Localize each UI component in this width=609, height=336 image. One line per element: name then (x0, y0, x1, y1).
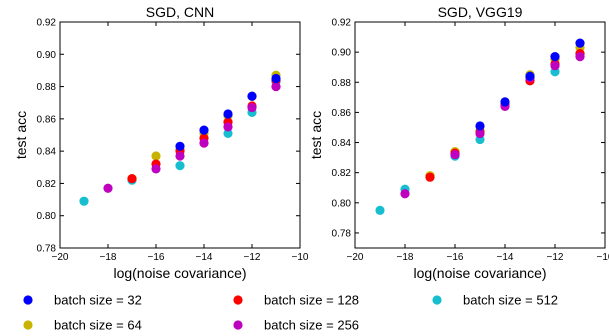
legend-label: batch size = 128 (264, 293, 359, 308)
legend-entry: batch size = 64 (23, 318, 142, 333)
data-point (500, 97, 510, 107)
legend-label: batch size = 64 (54, 318, 142, 333)
legend-entry: batch size = 256 (233, 318, 359, 333)
y-tick-label: 0.92 (37, 18, 57, 29)
data-point (79, 196, 89, 206)
x-tick-label: −10 (292, 252, 309, 263)
chart-title: SGD, CNN (146, 4, 214, 20)
x-tick-label: −12 (244, 252, 261, 263)
y-tick-label: 0.90 (37, 50, 57, 61)
x-axis-label: log(noise covariance) (413, 265, 546, 281)
data-point (247, 102, 257, 113)
y-tick-label: 0.88 (332, 78, 352, 89)
data-point (525, 71, 535, 81)
y-tick-label: 0.82 (332, 168, 352, 179)
data-point (271, 73, 281, 84)
data-point (223, 109, 233, 119)
x-tick-label: −20 (347, 252, 364, 263)
data-point (223, 122, 233, 132)
x-tick-label: −12 (547, 252, 564, 263)
x-tick-label: −10 (597, 252, 609, 263)
legend-label: batch size = 32 (54, 293, 142, 308)
x-tick-label: −20 (52, 252, 69, 263)
legend-marker (233, 295, 243, 305)
legend-marker (432, 295, 442, 305)
y-tick-label: 0.78 (37, 244, 57, 255)
series-batch-size-128 (425, 49, 585, 182)
data-point (175, 161, 185, 171)
legend-marker (23, 320, 33, 330)
legend-label: batch size = 512 (463, 293, 558, 308)
y-tick-label: 0.86 (332, 108, 352, 119)
chart-panel-2: SGD, VGG19 −20 −18 −16 −14 −12 −10 0.78 0.80 0.82… (308, 4, 609, 281)
series-batch-size-64 (425, 43, 585, 181)
y-axis-label: test acc (308, 111, 324, 159)
x-tick-label: −18 (100, 252, 117, 263)
x-tick-label: −18 (397, 252, 414, 263)
y-axis-label: test acc (13, 111, 29, 159)
y-tick-label: 0.84 (332, 138, 352, 149)
plot-frame (354, 21, 606, 249)
legend-marker (233, 320, 243, 330)
y-tick-label: 0.80 (332, 198, 352, 209)
charts: SGD, CNN −20 −18 −16 −14 −12 −10 0.78 0.80 0.82 0.… (13, 4, 609, 281)
data-point (575, 38, 585, 48)
data-point (271, 81, 281, 92)
legend-marker (23, 295, 33, 305)
x-tick-label: −16 (447, 252, 464, 263)
data-point (175, 151, 185, 161)
legend-entry: batch size = 32 (23, 293, 142, 308)
y-tick-label: 0.80 (37, 211, 57, 222)
data-point (223, 128, 233, 138)
chart-panel-1: SGD, CNN −20 −18 −16 −14 −12 −10 0.78 0.80 0.82 0.… (13, 4, 309, 281)
data-point (127, 173, 137, 184)
data-point (151, 151, 161, 161)
data-point (425, 172, 435, 182)
data-point (151, 164, 161, 174)
data-point (475, 128, 485, 139)
y-tick-label: 0.90 (332, 48, 352, 59)
data-point (400, 189, 410, 199)
legend-label: batch size = 256 (264, 318, 359, 333)
x-tick-label: −14 (196, 252, 213, 263)
chart-title: SGD, VGG19 (438, 4, 523, 20)
y-tick-label: 0.88 (37, 82, 57, 93)
legend: batch size = 32 batch size = 128 batch siz… (23, 293, 558, 333)
data-point (103, 183, 113, 193)
data-point (550, 52, 560, 62)
y-tick-label: 0.82 (37, 179, 57, 190)
series-batch-size-256 (103, 81, 281, 193)
data-point (247, 91, 257, 101)
series-batch-size-32 (175, 73, 281, 151)
series-batch-size-32 (475, 38, 585, 131)
data-point (199, 138, 209, 148)
legend-entry: batch size = 128 (233, 293, 359, 308)
y-tick-label: 0.84 (37, 147, 57, 158)
x-axis-label: log(noise covariance) (113, 265, 246, 281)
plot-frame (59, 21, 301, 249)
y-tick-label: 0.92 (332, 18, 352, 29)
y-tick-label: 0.86 (37, 114, 57, 125)
data-point (575, 52, 585, 62)
data-point (475, 121, 485, 131)
series-batch-size-64 (151, 70, 281, 161)
data-point (199, 125, 209, 135)
data-point (375, 205, 385, 215)
data-point (175, 141, 185, 151)
y-tick-label: 0.78 (332, 228, 352, 239)
x-tick-label: −14 (497, 252, 514, 263)
x-tick-label: −16 (148, 252, 165, 263)
data-point (550, 61, 560, 71)
data-point (450, 149, 460, 160)
legend-entry: batch size = 512 (432, 293, 558, 308)
